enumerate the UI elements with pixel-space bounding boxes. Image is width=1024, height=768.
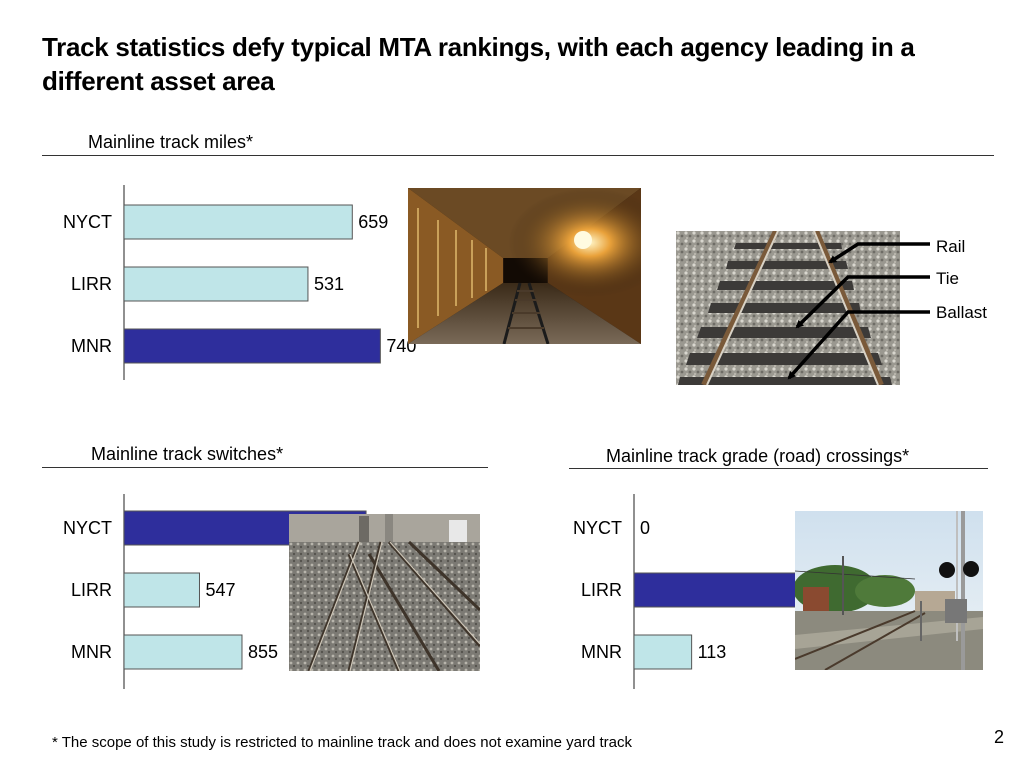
track-miles-chart-title: Mainline track miles*: [88, 132, 254, 152]
track-switches-divider: [42, 467, 488, 468]
mainline-track-grade-road-crossings-bar-mnr: [633, 634, 693, 670]
mainline-track-grade-road-crossings-bar-lirr: [633, 572, 812, 608]
mainline-track-switches-bar-mnr: [123, 634, 243, 670]
mainline-track-miles-bar-nyct: [123, 204, 353, 240]
track-switch-photo: [289, 514, 480, 671]
grade-crossing-photo: [795, 511, 983, 670]
mainline-track-switches-category-mnr: MNR: [71, 642, 112, 662]
mainline-track-switches-category-nyct: NYCT: [63, 518, 112, 538]
mainline-track-grade-road-crossings-value-mnr: 113: [698, 642, 727, 662]
mainline-track-grade-road-crossings-category-nyct: NYCT: [573, 518, 622, 538]
mainline-track-miles-category-nyct: NYCT: [63, 212, 112, 232]
subway-tunnel-photo: [408, 188, 641, 344]
grade-crossings-chart: NYCT0LIRR348MNR113: [573, 494, 848, 689]
rail-label: Rail: [936, 237, 966, 256]
tie-label: Tie: [936, 269, 959, 288]
mainline-track-switches-category-lirr: LIRR: [71, 580, 112, 600]
mainline-track-grade-road-crossings-value-nyct: 0: [640, 518, 650, 538]
mainline-track-miles-value-nyct: 659: [358, 212, 388, 232]
track-components-photo: [676, 231, 900, 385]
grade-crossings-chart-title: Mainline track grade (road) crossings*: [606, 446, 910, 466]
mainline-track-miles-category-lirr: LIRR: [71, 274, 112, 294]
grade-crossings-divider: [569, 468, 988, 469]
mainline-track-switches-value-lirr: 547: [205, 580, 235, 600]
slide-title: Track statistics defy typical MTA rankin…: [42, 32, 915, 96]
mainline-track-switches-value-mnr: 855: [248, 642, 278, 662]
ballast-label: Ballast: [936, 303, 988, 322]
mainline-track-miles-bar-mnr: [123, 328, 381, 364]
track-miles-divider: [42, 155, 994, 156]
mainline-track-miles-category-mnr: MNR: [71, 336, 112, 356]
mainline-track-grade-road-crossings-category-mnr: MNR: [581, 642, 622, 662]
mainline-track-miles-bar-lirr: [123, 266, 309, 302]
mainline-track-grade-road-crossings-category-lirr: LIRR: [581, 580, 622, 600]
footnote: * The scope of this study is restricted …: [52, 734, 633, 751]
track-switches-chart-title: Mainline track switches*: [91, 444, 284, 464]
page-number: 2: [993, 727, 1004, 747]
mainline-track-switches-bar-lirr: [123, 572, 200, 608]
mainline-track-miles-value-lirr: 531: [314, 274, 344, 294]
